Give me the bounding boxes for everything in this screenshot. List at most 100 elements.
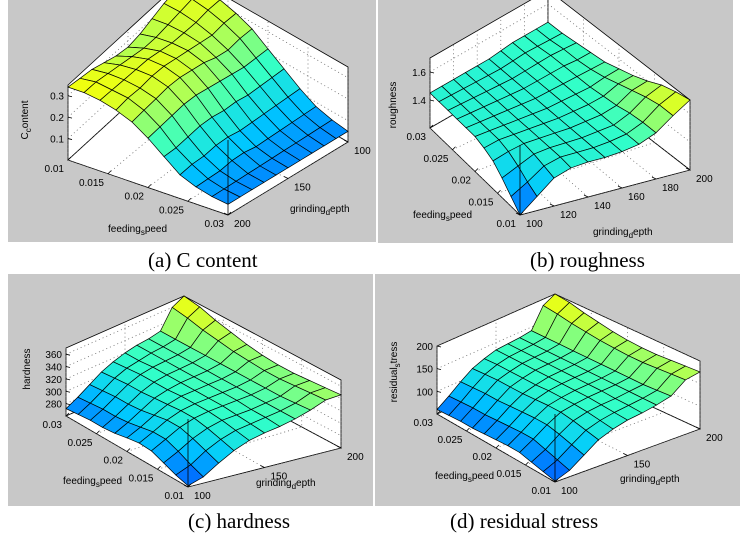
x-axis-label-part: feeding xyxy=(63,476,96,487)
z-tick-label: 0.1 xyxy=(50,135,64,146)
x-tick-label: 0.03 xyxy=(205,219,225,230)
y-axis-label-part: epth xyxy=(330,204,349,215)
z-tick-label: 0.2 xyxy=(50,113,64,124)
y-axis-label-subscript: d xyxy=(656,478,660,487)
caption-a: (a) C content xyxy=(148,248,258,272)
surface-patch xyxy=(542,459,571,482)
x-tick-label: 0.015 xyxy=(79,178,104,189)
x-tick-mark xyxy=(96,430,100,435)
y-tick-label: 140 xyxy=(594,201,611,212)
surface-plot-a: 0.1 0.2 0.3 0.01 0.015 0.02 0.025 0.03 100 150 200… xyxy=(20,0,371,237)
x-tick-label: 0.02 xyxy=(125,192,145,203)
z-axis-label-part: tress xyxy=(389,342,400,364)
y-axis-label-part: grinding xyxy=(593,227,629,238)
z-tick-label: 1.4 xyxy=(412,96,426,107)
x-gridline xyxy=(187,380,342,488)
x-tick-label: 0.03 xyxy=(414,418,434,429)
x-axis-label-subscript: s xyxy=(468,475,472,484)
x-tick-label: 0.01 xyxy=(497,219,517,230)
x-axis-label: feedingspeed xyxy=(63,476,122,489)
x-axis-label: feedingspeed xyxy=(108,224,167,237)
y-axis-label-subscript: d xyxy=(326,208,330,217)
y-gridline xyxy=(67,85,229,216)
x-tick-mark xyxy=(495,444,500,449)
x-tick-label: 0.02 xyxy=(473,452,493,463)
y-axis-label-subscript: d xyxy=(629,231,633,240)
x-axis-label-part: peed xyxy=(145,224,167,235)
x-tick-label: 0.015 xyxy=(128,473,153,484)
z-tick-mark xyxy=(65,403,71,406)
x-tick-mark xyxy=(436,410,441,415)
surface-mesh xyxy=(67,0,349,205)
z-tick-label: 280 xyxy=(45,400,62,411)
y-tick-mark xyxy=(260,465,265,468)
z-axis-label-part: residual xyxy=(389,367,400,402)
z-tick-mark xyxy=(65,366,71,368)
y-axis-label: grindingdepth xyxy=(256,478,316,491)
z-tick-label: 200 xyxy=(416,342,433,353)
z-tick-mark xyxy=(65,390,71,393)
x-tick-mark xyxy=(429,124,434,129)
y-tick-mark xyxy=(549,203,555,207)
y-tick-mark xyxy=(651,176,657,180)
x-tick-label: 0.02 xyxy=(452,176,472,187)
chart-panel-b: 1.4 1.6 0.01 0.015 0.02 0.025 0.03 100 120 140 160… xyxy=(378,0,733,243)
y-tick-label: 120 xyxy=(560,210,577,221)
x-tick-mark xyxy=(466,427,470,432)
chart-panel-a: 0.1 0.2 0.3 0.01 0.015 0.02 0.025 0.03 100 150 200… xyxy=(8,0,376,242)
y-gridline xyxy=(124,322,265,468)
x-axis-label-subscript: s xyxy=(141,228,145,237)
y-tick-label: 150 xyxy=(294,183,311,194)
x-tick-mark xyxy=(147,184,152,188)
y-tick-mark xyxy=(550,479,556,483)
x-axis-label: feedingspeed xyxy=(435,471,494,484)
z-axis-label: roughness xyxy=(388,82,399,129)
y-tick-label: 100 xyxy=(526,219,543,230)
z-axis-label: hardness xyxy=(22,348,33,389)
y-tick-label: 150 xyxy=(271,472,288,483)
z-tick-mark xyxy=(429,71,435,74)
z-tick-mark xyxy=(436,368,442,371)
y-tick-mark xyxy=(183,484,189,488)
x-tick-label: 0.015 xyxy=(468,197,493,208)
z-tick-mark xyxy=(65,353,71,356)
y-tick-mark xyxy=(223,212,229,216)
z-tick-mark xyxy=(436,390,442,393)
y-tick-mark xyxy=(583,194,589,198)
caption-c-text: (c) hardness xyxy=(188,509,291,533)
caption-c: (c) hardness xyxy=(188,509,290,534)
y-axis-label-subscript: d xyxy=(292,482,296,491)
z-axis-label: Ccontent xyxy=(20,100,33,139)
y-tick-mark xyxy=(515,212,521,216)
z-axis-label-part: roughness xyxy=(388,82,399,129)
y-tick-mark xyxy=(617,185,623,189)
x-tick-mark xyxy=(157,465,161,470)
surface-mesh xyxy=(436,293,701,482)
chart-panel-c: 280 300 320 340 360 0.01 0.015 0.02 0.025 0.03 100… xyxy=(8,274,373,506)
x-tick-label: 0.025 xyxy=(159,205,184,216)
x-tick-label: 0.025 xyxy=(423,154,448,165)
x-tick-mark xyxy=(187,197,192,202)
x-axis-label-subscript: s xyxy=(446,214,450,223)
x-axis-label-part: feeding xyxy=(435,471,468,482)
x-tick-label: 0.03 xyxy=(407,132,427,143)
z-tick-mark xyxy=(67,95,73,98)
z-tick-mark xyxy=(436,345,442,348)
z-tick-label: 150 xyxy=(416,365,433,376)
x-axis-label-part: peed xyxy=(450,210,472,221)
y-tick-label: 160 xyxy=(628,192,645,203)
z-axis-label-subscript: c xyxy=(24,128,33,132)
y-tick-label: 200 xyxy=(706,433,723,444)
y-axis-label: grindingdepth xyxy=(593,227,653,240)
x-tick-mark xyxy=(227,211,232,216)
x-tick-label: 0.015 xyxy=(496,469,521,480)
y-axis-label-part: epth xyxy=(633,227,652,238)
z-axis-label-subscript: s xyxy=(393,363,402,367)
x-axis-label-subscript: s xyxy=(96,480,100,489)
x-tick-label: 0.01 xyxy=(165,491,185,502)
x-tick-label: 0.02 xyxy=(104,456,124,467)
x-tick-mark xyxy=(107,170,112,175)
